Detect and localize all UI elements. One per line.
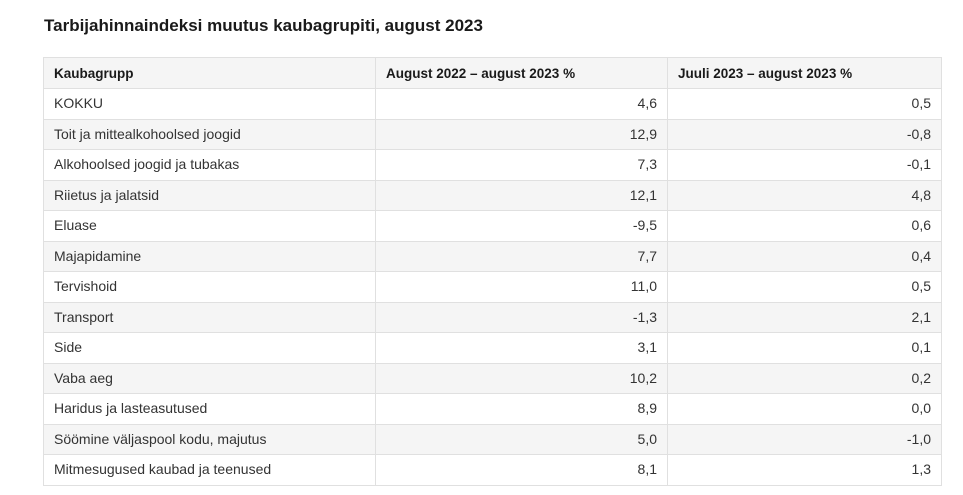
cell-group: Toit ja mittealkohoolsed joogid xyxy=(43,118,376,150)
cell-yearly-change: 3,1 xyxy=(375,332,668,364)
cell-monthly-change: 0,0 xyxy=(667,393,942,425)
cell-group: Transport xyxy=(43,301,376,333)
cell-monthly-change: 4,8 xyxy=(667,179,942,211)
cell-group: Alkohoolsed joogid ja tubakas xyxy=(43,149,376,181)
cell-group: Riietus ja jalatsid xyxy=(43,179,376,211)
cell-yearly-change: 8,9 xyxy=(375,393,668,425)
cell-monthly-change: -1,0 xyxy=(667,423,942,455)
cell-yearly-change: 7,3 xyxy=(375,149,668,181)
column-header-group: Kaubagrupp xyxy=(43,57,376,89)
cell-yearly-change: 5,0 xyxy=(375,423,668,455)
table-row: Tervishoid 11,0 0,5 xyxy=(43,271,942,303)
cell-group: Mitmesugused kaubad ja teenused xyxy=(43,454,376,486)
cell-monthly-change: -0,8 xyxy=(667,118,942,150)
cell-group: Side xyxy=(43,332,376,364)
cell-yearly-change: 12,9 xyxy=(375,118,668,150)
table-row: Haridus ja lasteasutused 8,9 0,0 xyxy=(43,393,942,425)
cell-group: Tervishoid xyxy=(43,271,376,303)
page-title: Tarbijahinnaindeksi muutus kaubagrupiti,… xyxy=(44,16,483,35)
table-row: Transport -1,3 2,1 xyxy=(43,301,942,333)
cell-yearly-change: -9,5 xyxy=(375,210,668,242)
table-row: Majapidamine 7,7 0,4 xyxy=(43,240,942,272)
cell-group: KOKKU xyxy=(43,88,376,120)
column-header-monthly: Juuli 2023 – august 2023 % xyxy=(667,57,942,89)
cell-group: Eluase xyxy=(43,210,376,242)
cell-monthly-change: -0,1 xyxy=(667,149,942,181)
table-row: Side 3,1 0,1 xyxy=(43,332,942,364)
table-row: Riietus ja jalatsid 12,1 4,8 xyxy=(43,179,942,211)
cell-yearly-change: 10,2 xyxy=(375,362,668,394)
table-row: Alkohoolsed joogid ja tubakas 7,3 -0,1 xyxy=(43,149,942,181)
table-row: Toit ja mittealkohoolsed joogid 12,9 -0,8 xyxy=(43,118,942,150)
cell-group: Majapidamine xyxy=(43,240,376,272)
cpi-table: Kaubagrupp August 2022 – august 2023 % J… xyxy=(43,57,942,486)
cell-monthly-change: 2,1 xyxy=(667,301,942,333)
cell-yearly-change: -1,3 xyxy=(375,301,668,333)
table-row: Eluase -9,5 0,6 xyxy=(43,210,942,242)
cell-yearly-change: 11,0 xyxy=(375,271,668,303)
table-row: KOKKU 4,6 0,5 xyxy=(43,88,942,120)
cell-group: Haridus ja lasteasutused xyxy=(43,393,376,425)
table-body: KOKKU 4,6 0,5 Toit ja mittealkohoolsed joog… xyxy=(43,88,942,486)
cell-monthly-change: 0,2 xyxy=(667,362,942,394)
cell-group: Söömine väljaspool kodu, majutus xyxy=(43,423,376,455)
table-header-row: Kaubagrupp August 2022 – august 2023 % J… xyxy=(43,57,942,89)
cell-monthly-change: 0,5 xyxy=(667,271,942,303)
table-row: Söömine väljaspool kodu, majutus 5,0 -1,0 xyxy=(43,423,942,455)
cell-yearly-change: 7,7 xyxy=(375,240,668,272)
cell-monthly-change: 0,1 xyxy=(667,332,942,364)
cell-group: Vaba aeg xyxy=(43,362,376,394)
cell-yearly-change: 12,1 xyxy=(375,179,668,211)
table-row: Vaba aeg 10,2 0,2 xyxy=(43,362,942,394)
table-row: Mitmesugused kaubad ja teenused 8,1 1,3 xyxy=(43,454,942,486)
cell-monthly-change: 1,3 xyxy=(667,454,942,486)
column-header-yearly: August 2022 – august 2023 % xyxy=(375,57,668,89)
cell-monthly-change: 0,5 xyxy=(667,88,942,120)
cell-monthly-change: 0,4 xyxy=(667,240,942,272)
cell-monthly-change: 0,6 xyxy=(667,210,942,242)
cell-yearly-change: 4,6 xyxy=(375,88,668,120)
cell-yearly-change: 8,1 xyxy=(375,454,668,486)
